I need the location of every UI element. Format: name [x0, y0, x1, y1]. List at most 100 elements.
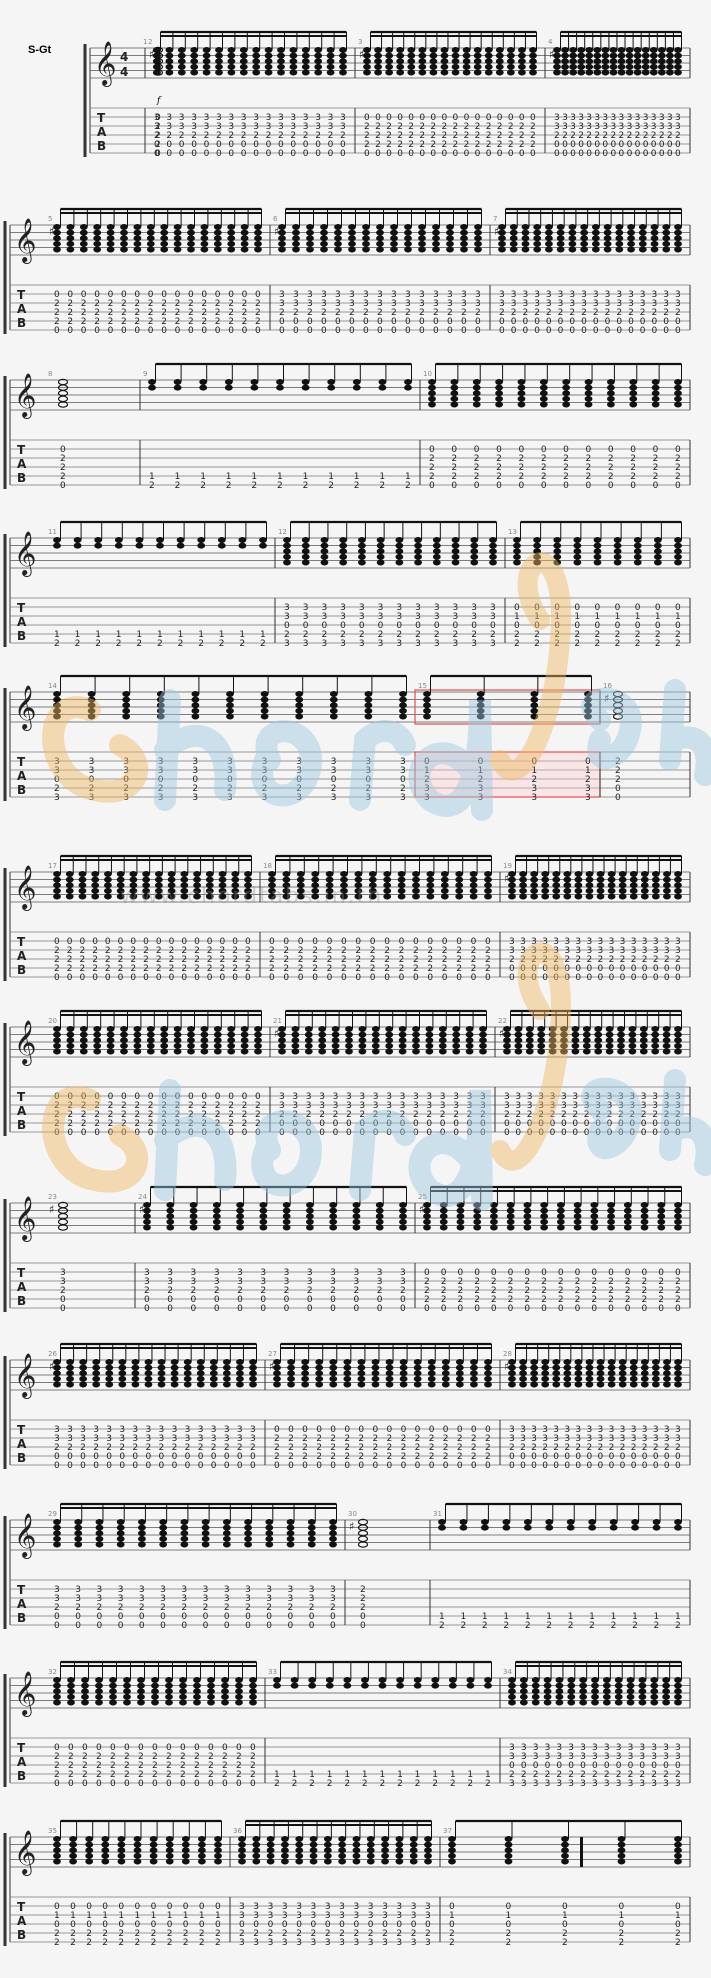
tab-number: 2 [166, 1752, 172, 1762]
tab-number: 3 [159, 1434, 165, 1444]
tab-number: 0 [377, 1304, 383, 1314]
tab-number: 2 [464, 122, 470, 132]
tab-letter: T [97, 111, 106, 125]
notehead [215, 46, 223, 53]
tab-number: 3 [620, 1434, 626, 1444]
notehead [531, 1699, 540, 1706]
notehead [585, 63, 594, 70]
notehead [170, 1375, 179, 1382]
tab-number: 2 [675, 630, 681, 640]
tab-number: 0 [653, 1461, 659, 1471]
notehead [93, 1042, 102, 1049]
tab-number: 2 [642, 955, 648, 965]
notehead [568, 240, 577, 247]
notehead [334, 240, 342, 247]
notehead [218, 887, 227, 894]
tab-number: 3 [584, 1101, 590, 1111]
notehead [674, 1524, 682, 1531]
tab-number: 2 [181, 946, 187, 956]
tab-number: 3 [192, 793, 198, 803]
notehead [215, 63, 223, 70]
tab-number: 0 [151, 1920, 157, 1930]
tab-number: 2 [635, 639, 641, 649]
tab-number: 0 [642, 1268, 648, 1278]
notehead [281, 1852, 289, 1859]
notehead [385, 63, 394, 70]
notehead [268, 876, 276, 883]
notehead [428, 401, 436, 408]
tab-number: 2 [563, 454, 569, 464]
tab-number: 0 [353, 1920, 359, 1930]
tab-number: 1 [198, 630, 204, 640]
notehead [65, 887, 74, 894]
tab-number: 0 [96, 1743, 102, 1753]
notehead [326, 52, 335, 59]
tab-number: 0 [564, 964, 570, 974]
tab-number: 2 [166, 1770, 172, 1780]
notehead [476, 696, 485, 703]
notehead [165, 1841, 174, 1848]
notehead [553, 46, 561, 53]
tab-number: 2 [340, 630, 346, 640]
notehead [385, 58, 394, 65]
tab-number: 2 [675, 463, 681, 473]
notehead [584, 696, 592, 703]
system-9: 3320033200332003320033200332003320033200… [3, 1342, 691, 1471]
notehead [607, 384, 615, 391]
notehead [187, 240, 195, 247]
tab-number: 3 [191, 122, 197, 132]
tab-number: 0 [375, 113, 381, 123]
tab-number: 0 [594, 140, 600, 150]
notehead [633, 46, 642, 53]
notehead [329, 690, 338, 697]
tab-number: 3 [585, 784, 591, 794]
tab-number: 0 [214, 1304, 220, 1314]
tab-number: 0 [96, 1612, 102, 1622]
notehead [615, 235, 624, 242]
tab-number: 2 [81, 1119, 87, 1129]
tab-number: 3 [619, 113, 625, 123]
notehead [157, 1359, 166, 1366]
notehead [537, 1042, 546, 1049]
notehead [156, 702, 165, 709]
notehead [318, 1031, 327, 1038]
notehead [455, 1381, 464, 1388]
tab-number: 2 [411, 1929, 417, 1939]
tab-number: 2 [167, 1286, 173, 1296]
tab-number: 3 [556, 1743, 562, 1753]
tab-number: 3 [282, 1911, 288, 1921]
tab-number: 3 [642, 937, 648, 947]
tab-number: 0 [203, 1612, 209, 1622]
tab-number: 2 [675, 1277, 681, 1287]
tab-number: 0 [616, 317, 622, 327]
notehead [138, 1541, 146, 1548]
tab-number: 0 [530, 113, 536, 123]
tab-number: 0 [211, 1452, 217, 1462]
notehead [414, 536, 422, 543]
tab-number: 2 [255, 308, 261, 318]
notehead [295, 1858, 304, 1865]
tab-number: 2 [215, 1938, 221, 1948]
tab-number: 2 [456, 964, 462, 974]
tab-number: 3 [145, 1434, 151, 1444]
tab-number: 0 [349, 317, 355, 327]
tab-number: 3 [359, 639, 365, 649]
notehead [326, 69, 335, 76]
tab-number: 0 [561, 1119, 567, 1129]
tab-number: 3 [522, 299, 528, 309]
tab-number: 2 [397, 122, 403, 132]
notehead [252, 52, 261, 59]
tab-number: 0 [175, 1128, 181, 1138]
tab-number: 0 [467, 1128, 473, 1138]
tab-number: 3 [578, 122, 584, 132]
notehead [287, 1364, 295, 1371]
notehead [503, 1048, 511, 1055]
tab-number: 3 [321, 299, 327, 309]
tab-number: 0 [467, 1119, 473, 1129]
notehead [173, 1048, 182, 1055]
notehead [170, 1370, 179, 1377]
tab-number: 0 [430, 113, 436, 123]
notehead [53, 224, 61, 231]
notehead [296, 887, 305, 894]
notehead [53, 893, 61, 900]
